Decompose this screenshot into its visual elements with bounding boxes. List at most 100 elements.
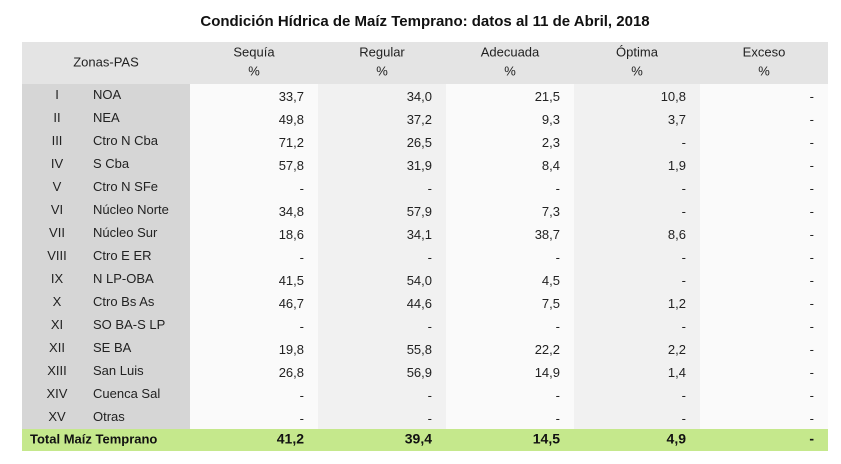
row-zone: Ctro Bs As [93, 294, 155, 309]
total-cell: 4,9 [667, 431, 687, 447]
cell: 2,2 [668, 342, 686, 357]
cell: 8,4 [542, 158, 560, 173]
cell: 34,8 [279, 204, 304, 219]
cell: - [556, 388, 560, 403]
cell: 44,6 [407, 296, 432, 311]
row-id: III [52, 133, 63, 148]
total-label: Total Maíz Temprano [30, 431, 157, 446]
cell: - [810, 342, 814, 357]
cell: - [682, 135, 686, 150]
cell: - [810, 388, 814, 403]
cell: 14,9 [535, 365, 560, 380]
row-zone: Ctro N Cba [93, 133, 159, 148]
cell: - [428, 250, 432, 265]
cell: - [810, 89, 814, 104]
cell: - [810, 365, 814, 380]
column-header: Óptima [616, 44, 659, 59]
row-zone: Ctro N SFe [93, 179, 158, 194]
cell: 46,7 [279, 296, 304, 311]
cell: - [810, 135, 814, 150]
cell: - [300, 388, 304, 403]
cell: - [682, 273, 686, 288]
row-zone: Núcleo Sur [93, 225, 158, 240]
row-zone: San Luis [93, 363, 144, 378]
row-id: IV [51, 156, 64, 171]
row-id: II [53, 110, 60, 125]
cell: 41,5 [279, 273, 304, 288]
header-bg [22, 42, 828, 84]
column-bg [446, 84, 574, 429]
row-zone: NOA [93, 87, 122, 102]
column-unit: % [248, 63, 260, 78]
cell: 4,5 [542, 273, 560, 288]
cell: 1,4 [668, 365, 686, 380]
cell: - [556, 411, 560, 426]
cell: - [810, 296, 814, 311]
row-id: XIII [47, 363, 67, 378]
cell: 7,5 [542, 296, 560, 311]
zone-column-bg [22, 84, 190, 429]
cell: 31,9 [407, 158, 432, 173]
cell: 3,7 [668, 112, 686, 127]
cell: - [810, 204, 814, 219]
cell: - [810, 158, 814, 173]
column-header: Exceso [743, 44, 786, 59]
row-id: X [53, 294, 62, 309]
cell: - [810, 273, 814, 288]
cell: - [428, 411, 432, 426]
cell: - [300, 250, 304, 265]
column-bg [318, 84, 446, 429]
cell: 34,1 [407, 227, 432, 242]
cell: 55,8 [407, 342, 432, 357]
row-id: XV [48, 409, 66, 424]
cell: 56,9 [407, 365, 432, 380]
total-cell: - [809, 431, 814, 447]
row-zone: N LP-OBA [93, 271, 154, 286]
cell: - [556, 319, 560, 334]
cell: - [810, 250, 814, 265]
cell: 2,3 [542, 135, 560, 150]
row-id: VII [49, 225, 65, 240]
row-zone: S Cba [93, 156, 130, 171]
cell: 49,8 [279, 112, 304, 127]
cell: - [810, 411, 814, 426]
total-bg [22, 429, 828, 451]
row-id: XI [51, 317, 63, 332]
row-id: XIV [47, 386, 68, 401]
cell: 21,5 [535, 89, 560, 104]
column-header: Regular [359, 44, 405, 59]
cell: 26,8 [279, 365, 304, 380]
cell: - [428, 181, 432, 196]
cell: - [682, 411, 686, 426]
cell: - [428, 319, 432, 334]
column-unit: % [504, 63, 516, 78]
cell: 19,8 [279, 342, 304, 357]
cell: - [810, 112, 814, 127]
cell: - [810, 319, 814, 334]
row-zone: Núcleo Norte [93, 202, 169, 217]
column-unit: % [376, 63, 388, 78]
row-id: V [53, 179, 62, 194]
column-header: Sequía [233, 44, 275, 59]
column-bg [574, 84, 700, 429]
cell: 71,2 [279, 135, 304, 150]
column-header: Adecuada [481, 44, 540, 59]
cell: - [300, 181, 304, 196]
total-cell: 41,2 [277, 431, 304, 447]
cell: 18,6 [279, 227, 304, 242]
cell: 22,2 [535, 342, 560, 357]
row-zone: Ctro E ER [93, 248, 152, 263]
cell: - [682, 388, 686, 403]
cell: - [556, 181, 560, 196]
cell: - [300, 411, 304, 426]
cell: 26,5 [407, 135, 432, 150]
cell: 33,7 [279, 89, 304, 104]
cell: 34,0 [407, 89, 432, 104]
cell: - [682, 204, 686, 219]
cell: 7,3 [542, 204, 560, 219]
cell: 54,0 [407, 273, 432, 288]
column-bg [190, 84, 318, 429]
cell: - [556, 250, 560, 265]
